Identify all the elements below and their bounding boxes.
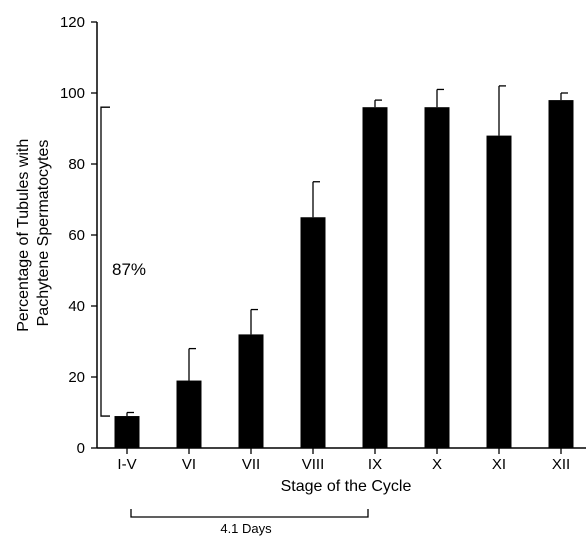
duration-label: 4.1 Days xyxy=(220,521,272,536)
bar xyxy=(300,217,326,448)
bar-series xyxy=(114,85,574,448)
increase-label: 87% xyxy=(112,260,146,279)
x-tick-label: X xyxy=(432,456,442,473)
bar xyxy=(114,416,140,448)
y-tick-label: 0 xyxy=(77,440,85,457)
x-tick-label: XI xyxy=(492,456,506,473)
bar xyxy=(424,107,450,448)
y-tick-label: 80 xyxy=(68,156,85,173)
bar xyxy=(176,380,202,448)
y-tick-label: 40 xyxy=(68,298,85,315)
x-tick-label: VII xyxy=(242,456,260,473)
y-tick-label: 120 xyxy=(60,14,85,31)
increase-bracket xyxy=(100,106,110,417)
x-tick-label: VI xyxy=(182,456,196,473)
y-axis-label-line-1: Percentage of Tubules with xyxy=(15,139,32,332)
y-axis-label: Percentage of Tubules with Pachytene Spe… xyxy=(15,134,52,331)
increase-bracket-line xyxy=(100,106,110,417)
y-axis-ticks: 0 20 40 60 80 100 120 xyxy=(60,14,97,457)
chart-axes xyxy=(96,22,586,449)
y-tick-label: 20 xyxy=(68,369,85,386)
x-axis-label: Stage of the Cycle xyxy=(281,478,412,495)
x-tick-label: XII xyxy=(552,456,570,473)
x-tick-label: VIII xyxy=(302,456,325,473)
bar xyxy=(548,100,574,448)
bar xyxy=(486,135,512,448)
y-tick-label: 100 xyxy=(60,85,85,102)
x-tick-label: IX xyxy=(368,456,382,473)
duration-bracket-line xyxy=(130,509,369,518)
y-tick-label: 60 xyxy=(68,227,85,244)
y-axis-label-line-2: Pachytene Spermatocytes xyxy=(35,140,52,327)
x-axis-ticks: I-V VI VII VIII IX X XI XII xyxy=(117,448,570,473)
bar xyxy=(362,107,388,448)
duration-bracket xyxy=(130,509,369,518)
x-tick-label: I-V xyxy=(117,456,136,473)
bar xyxy=(238,334,264,448)
